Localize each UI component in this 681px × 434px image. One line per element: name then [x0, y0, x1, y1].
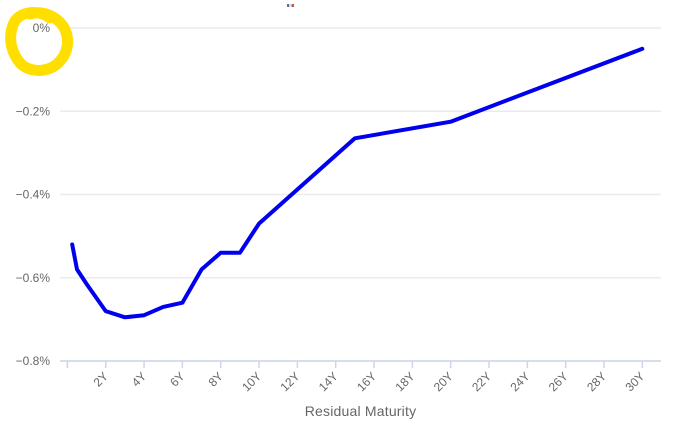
- x-tick-label: 26Y: [546, 369, 571, 394]
- y-tick-label: −0.4%: [16, 188, 51, 202]
- x-tick-label: 20Y: [431, 369, 456, 394]
- x-tick-label: 24Y: [507, 369, 532, 394]
- x-tick-label: 22Y: [469, 369, 494, 394]
- y-tick-label: −0.6%: [16, 271, 51, 285]
- x-axis-title: Residual Maturity: [304, 403, 417, 419]
- x-tick-label: 8Y: [206, 369, 226, 389]
- cropped-legend-artifact: [289, 4, 292, 7]
- cropped-legend-artifact: [287, 4, 290, 7]
- y-tick-label: −0.8%: [16, 354, 51, 368]
- x-tick-label: 28Y: [584, 369, 609, 394]
- x-tick-label: 14Y: [316, 369, 341, 394]
- cropped-legend-artifact: [291, 4, 294, 7]
- x-tick-label: 30Y: [622, 369, 647, 394]
- x-tick-label: 12Y: [277, 369, 302, 394]
- x-tick-label: 18Y: [392, 369, 417, 394]
- x-tick-label: 4Y: [129, 369, 149, 389]
- y-tick-label: 0%: [33, 21, 51, 35]
- x-tick-label: 16Y: [354, 369, 379, 394]
- highlight-circle-annotation: [5, 7, 73, 76]
- x-tick-label: 10Y: [239, 369, 264, 394]
- x-tick-label: 2Y: [91, 369, 111, 389]
- yield-curve-line: [70, 46, 645, 320]
- y-tick-label: −0.2%: [16, 104, 51, 118]
- x-tick-label: 6Y: [167, 369, 187, 389]
